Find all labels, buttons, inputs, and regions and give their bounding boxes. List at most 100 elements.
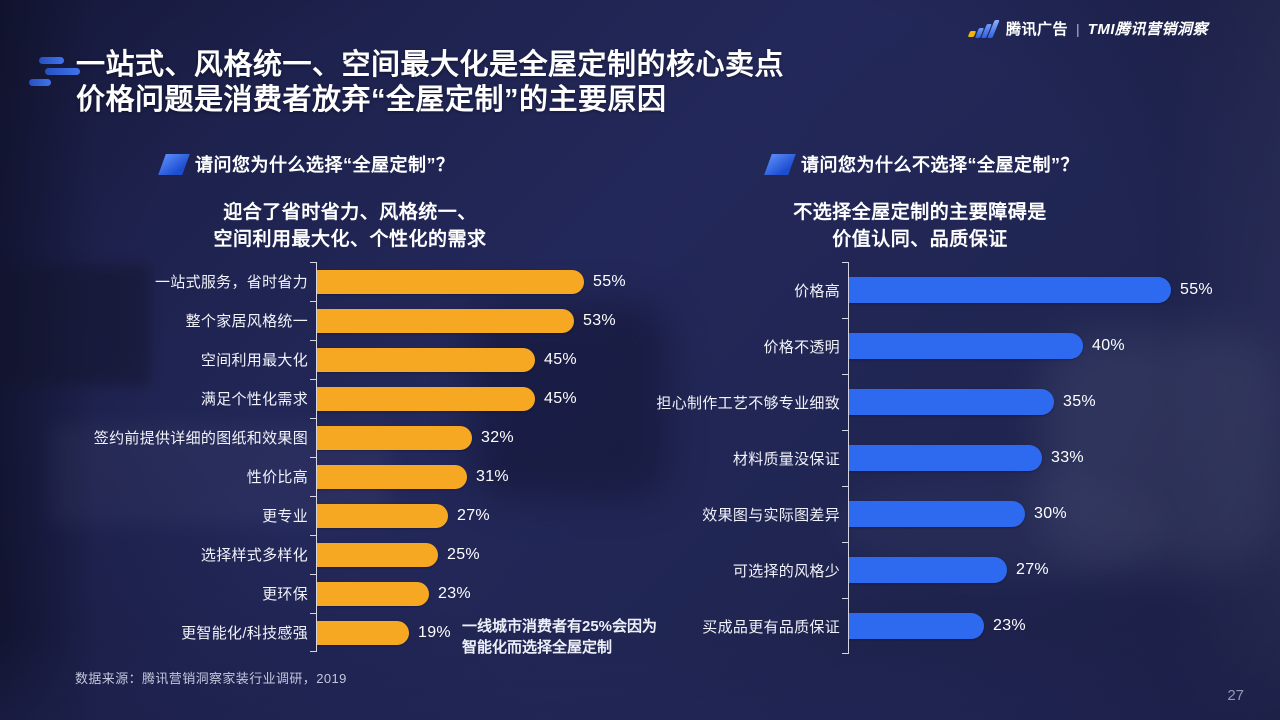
right-chart-subtitle: 不选择全屋定制的主要障碍是 价值认同、品质保证 (720, 199, 1120, 253)
bar (849, 613, 984, 639)
chart-axis-tick (842, 262, 848, 263)
title-dash-shape (39, 57, 64, 64)
bar (317, 425, 472, 450)
chart-row: 效果图与实际图差异 30% (620, 486, 1240, 542)
blue-parallelogram-icon (158, 153, 190, 175)
bar (317, 308, 574, 333)
right-subtitle-line-1: 不选择全屋定制的主要障碍是 (793, 202, 1047, 223)
left-chart-subtitle: 迎合了省时省力、风格统一、 空间利用最大化、个性化的需求 (130, 199, 570, 253)
bar-value-label: 55% (1180, 281, 1213, 298)
chart-annotation: 一线城市消费者有25%会因为 智能化而选择全屋定制 (462, 616, 697, 658)
chart-axis-tick (310, 574, 316, 575)
bar-value-label: 27% (457, 506, 490, 524)
chart-row: 性价比高 31% (68, 457, 668, 496)
chart-row: 满足个性化需求 45% (68, 379, 668, 418)
chart-row: 可选择的风格少 27% (620, 542, 1240, 598)
bar-value-label: 45% (544, 350, 577, 368)
left-subtitle-line-2: 空间利用最大化、个性化的需求 (213, 229, 487, 250)
chart-row: 更环保 23% (68, 574, 668, 613)
brand-tagline: TMI腾讯营销洞察 (1087, 21, 1208, 38)
bar (317, 269, 584, 294)
bar (317, 503, 448, 528)
bg-floor-shape (0, 630, 1280, 720)
bar-category-label: 一站式服务，省时省力 (154, 274, 308, 291)
chart-axis-tick (310, 651, 316, 652)
brand-name: 腾讯广告 (1006, 21, 1069, 38)
bar (317, 620, 409, 645)
chart-row: 整个家居风格统一 53% (68, 301, 668, 340)
brand-logo: 腾讯广告 | TMI腾讯营销洞察 (967, 18, 1208, 39)
bar-value-label: 30% (1034, 505, 1067, 522)
bar-value-label: 25% (447, 545, 480, 563)
right-question-header: 请问您为什么不选择“全屋定制”？ (764, 151, 1079, 177)
right-subtitle-line-2: 价值认同、品质保证 (832, 229, 1008, 250)
page-number: 27 (1227, 687, 1244, 704)
title-dash-shape (45, 68, 80, 75)
chart-row: 签约前提供详细的图纸和效果图 32% (68, 418, 668, 457)
bar (317, 581, 429, 606)
left-bar-chart: 一站式服务，省时省力 55% 整个家居风格统一 53% 空间利用最大化 45% 满足个性化需… (68, 262, 668, 652)
left-question-header: 请问您为什么选择“全屋定制”？ (158, 151, 455, 177)
chart-axis-tick (310, 379, 316, 380)
title-dash-shape (29, 79, 51, 86)
bar-category-label: 更专业 (262, 508, 308, 525)
right-bar-chart: 价格高 55% 价格不透明 40% 担心制作工艺不够专业细致 35% 材料质量没保证 33% 效… (620, 262, 1240, 654)
bg-tv-shape (0, 265, 150, 385)
chart-axis-tick (842, 542, 848, 543)
bg-curtain-right-shape (1170, 0, 1280, 720)
bar-category-label: 更智能化/科技感强 (181, 625, 308, 642)
chart-axis-tick (310, 535, 316, 536)
chart-axis-tick (310, 301, 316, 302)
chart-row: 买成品更有品质保证 23% (620, 598, 1240, 654)
bar (849, 501, 1025, 527)
bar-category-label: 买成品更有品质保证 (702, 618, 840, 636)
bar-value-label: 45% (544, 389, 577, 407)
bar-value-label: 40% (1092, 337, 1125, 354)
chart-axis-tick (842, 653, 848, 654)
bar-category-label: 性价比高 (246, 469, 308, 486)
bar (317, 464, 467, 489)
chart-axis-tick (842, 374, 848, 375)
bar-category-label: 担心制作工艺不够专业细致 (656, 394, 840, 412)
chart-axis-tick (310, 340, 316, 341)
bar (849, 389, 1054, 415)
chart-axis-tick (310, 457, 316, 458)
right-question-text: 请问您为什么不选择“全屋定制”？ (801, 155, 1079, 175)
slide-title: 一站式、风格统一、空间最大化是全屋定制的核心卖点 价格问题是消费者放弃“全屋定制… (76, 48, 784, 118)
chart-row: 价格高 55% (620, 262, 1240, 318)
bg-sofa-shape (1040, 330, 1280, 570)
chart-axis-tick (842, 430, 848, 431)
bar (849, 445, 1042, 471)
chart-axis-line (848, 262, 849, 654)
bar (317, 347, 535, 372)
bar-category-label: 空间利用最大化 (200, 352, 308, 369)
chart-axis-line (316, 262, 317, 652)
bar-category-label: 满足个性化需求 (200, 391, 308, 408)
bar-category-label: 材料质量没保证 (732, 450, 840, 468)
bar-category-label: 选择样式多样化 (200, 547, 308, 564)
bar-value-label: 27% (1016, 561, 1049, 578)
bar-category-label: 价格高 (794, 282, 840, 300)
bar (849, 277, 1171, 303)
chart-row: 价格不透明 40% (620, 318, 1240, 374)
chart-row: 材料质量没保证 33% (620, 430, 1240, 486)
annotation-line-1: 一线城市消费者有25%会因为 (462, 618, 658, 635)
chart-row: 更专业 27% (68, 496, 668, 535)
bar (849, 557, 1007, 583)
chart-axis-tick (842, 598, 848, 599)
chart-row: 一站式服务，省时省力 55% (68, 262, 668, 301)
title-dashes-icon (24, 57, 82, 86)
tencent-ads-logo-icon (967, 19, 1000, 38)
title-line-2: 价格问题是消费者放弃“全屋定制”的主要原因 (76, 84, 667, 116)
chart-row: 担心制作工艺不够专业细致 35% (620, 374, 1240, 430)
brand-divider: | (1076, 20, 1080, 37)
chart-axis-tick (310, 418, 316, 419)
bar-value-label: 33% (1051, 449, 1084, 466)
annotation-line-2: 智能化而选择全屋定制 (462, 639, 613, 656)
bar-category-label: 价格不透明 (763, 338, 840, 356)
chart-axis-tick (310, 496, 316, 497)
chart-axis-tick (310, 262, 316, 263)
bar-category-label: 更环保 (262, 586, 308, 603)
